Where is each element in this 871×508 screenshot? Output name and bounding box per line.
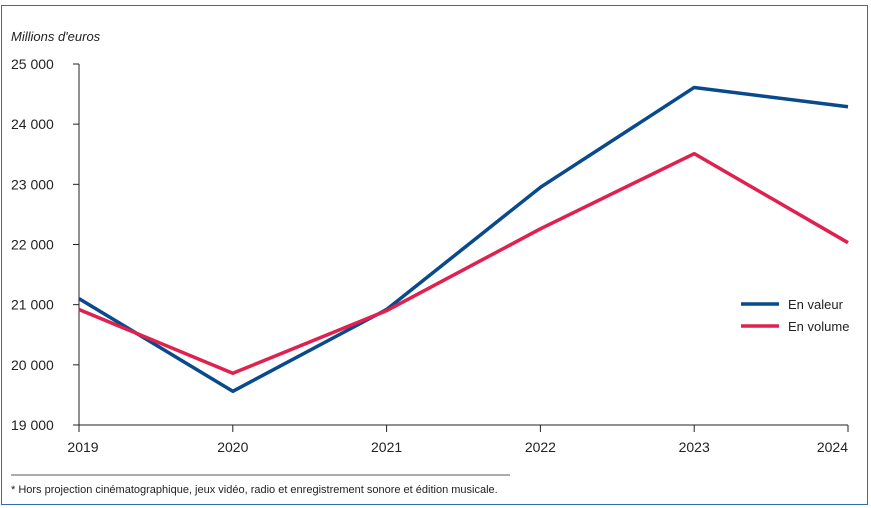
x-tick-label: 2023 [679, 439, 710, 455]
y-tick-label: 24 000 [11, 116, 54, 132]
y-tick-label: 23 000 [11, 176, 54, 192]
x-ticks: 2019 2020 2021 2022 2023 2024 [67, 425, 849, 455]
x-tick-label: 2020 [217, 439, 248, 455]
chart-frame [1, 5, 868, 505]
footnote: * Hors projection cinématographique, jeu… [11, 484, 498, 496]
x-tick-label: 2021 [371, 439, 402, 455]
y-tick-label: 25 000 [11, 56, 54, 72]
series-lines [78, 85, 849, 394]
y-ticks: 19 000 20 000 21 000 22 000 23 000 24 000 25 0… [11, 56, 79, 433]
legend-label: En volume [788, 319, 849, 334]
x-tick-label: 2019 [67, 439, 98, 455]
x-tick-label: 2024 [817, 439, 848, 455]
legend: En valeur En volume [741, 297, 849, 334]
y-axis-unit-label: Millions d'euros [11, 29, 101, 44]
legend-label: En valeur [788, 297, 844, 312]
y-tick-label: 21 000 [11, 297, 54, 313]
y-tick-label: 20 000 [11, 357, 54, 373]
series-line-en-valeur [78, 85, 849, 394]
y-tick-label: 22 000 [11, 237, 54, 253]
y-tick-label: 19 000 [11, 417, 54, 433]
x-tick-label: 2022 [525, 439, 556, 455]
series-line-en-volume [78, 151, 849, 376]
